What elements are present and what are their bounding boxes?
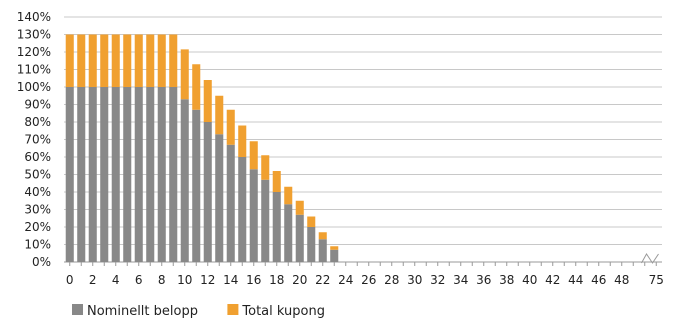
legend-swatch [72,304,83,315]
y-tick-label: 70% [24,133,51,147]
axis-break-mark [641,253,659,264]
y-tick-label: 130% [17,28,51,42]
bar-segment [65,87,74,262]
bar-segment [77,34,86,87]
bar-segment [272,171,281,192]
bar-segment [295,200,304,215]
bar-segment [134,87,143,262]
x-axis: 0 2 4 6 8 10 12 14 16 18 20 22 24 26 28 30 32 34 36 38 40 42 4… [66,253,664,287]
x-tick-label: 16 [246,273,261,287]
legend: Nominellt belopp Total kupong [72,304,325,319]
bar-segment [295,214,304,262]
bar-segment [215,134,224,262]
bar-segment [123,34,132,87]
bar-segment [284,186,293,205]
bar-segment [249,141,258,170]
bar-segment [134,34,143,87]
bar-segment [123,87,132,262]
bar-segment [180,99,189,262]
y-tick-label: 0% [32,255,51,269]
y-tick-label: 20% [24,220,51,234]
bar-segment [238,125,247,157]
bar-segment [272,192,281,262]
x-tick-label: 48 [614,273,629,287]
x-tick-label: 75 [649,273,664,287]
bar-segment [215,95,224,135]
bar-segment [307,227,316,262]
y-tick-label: 60% [24,150,51,164]
x-tick-label: 10 [177,273,192,287]
y-tick-label: 10% [24,238,51,252]
bar-segment [261,179,270,262]
bar-segment [330,249,339,262]
x-tick-label: 24 [338,273,353,287]
y-axis: 0% 10% 20% 30% 40% 50% 60% 70% 80% 90% 100% 110% 120… [17,10,51,269]
bar-segment [180,49,189,100]
x-tick-label: 14 [223,273,238,287]
x-tick-label: 46 [591,273,606,287]
x-tick-label: 26 [361,273,376,287]
y-tick-label: 30% [24,203,51,217]
bar-segment [146,87,155,262]
x-tick-label: 30 [407,273,422,287]
y-tick-label: 80% [24,115,51,129]
bars [65,34,339,262]
bar-segment [192,64,201,110]
bar-segment [77,87,86,262]
x-tick-label: 32 [430,273,445,287]
x-tick-label: 28 [384,273,399,287]
bar-segment [111,34,120,87]
bar-segment [146,34,155,87]
y-tick-label: 120% [17,45,51,59]
bar-segment [88,87,97,262]
x-tick-label: 36 [476,273,491,287]
bar-segment [203,122,212,262]
legend-swatch [227,304,239,315]
bar-segment [307,216,316,227]
bar-segment [169,87,178,262]
x-tick-label: 18 [269,273,284,287]
legend-label: Total kupong [241,304,325,319]
bar-segment [65,34,74,87]
x-tick-label: 0 [66,273,74,287]
x-tick-label: 8 [158,273,166,287]
bar-segment [169,34,178,87]
bar-segment [157,34,166,87]
y-tick-label: 140% [17,10,51,24]
bar-segment [111,87,120,262]
bar-segment [249,169,258,262]
bar-segment [318,239,327,262]
bar-segment [330,246,339,250]
x-tick-label: 20 [292,273,307,287]
x-tick-label: 6 [135,273,143,287]
legend-label: Nominellt belopp [87,304,198,319]
x-tick-label: 4 [112,273,120,287]
bar-segment [318,232,327,240]
y-tick-label: 40% [24,185,51,199]
x-tick-label: 2 [89,273,97,287]
bar-segment [261,155,270,180]
bar-segment [226,144,235,262]
x-tick-label: 12 [200,273,215,287]
y-tick-label: 50% [24,168,51,182]
bar-segment [203,80,212,122]
x-tick-label: 44 [568,273,583,287]
bar-segment [192,109,201,262]
bar-segment [157,87,166,262]
bar-segment [284,204,293,262]
bar-segment [100,34,109,87]
x-tick-label: 22 [315,273,330,287]
bar-segment [100,87,109,262]
x-tick-label: 38 [499,273,514,287]
x-tick-label: 34 [453,273,468,287]
x-tick-label: 40 [522,273,537,287]
y-tick-label: 90% [24,98,51,112]
x-tick-label: 42 [545,273,560,287]
bar-segment [226,109,235,145]
y-tick-label: 100% [17,80,51,94]
y-tick-label: 110% [17,63,51,77]
bar-segment [88,34,97,87]
bar-segment [238,157,247,262]
